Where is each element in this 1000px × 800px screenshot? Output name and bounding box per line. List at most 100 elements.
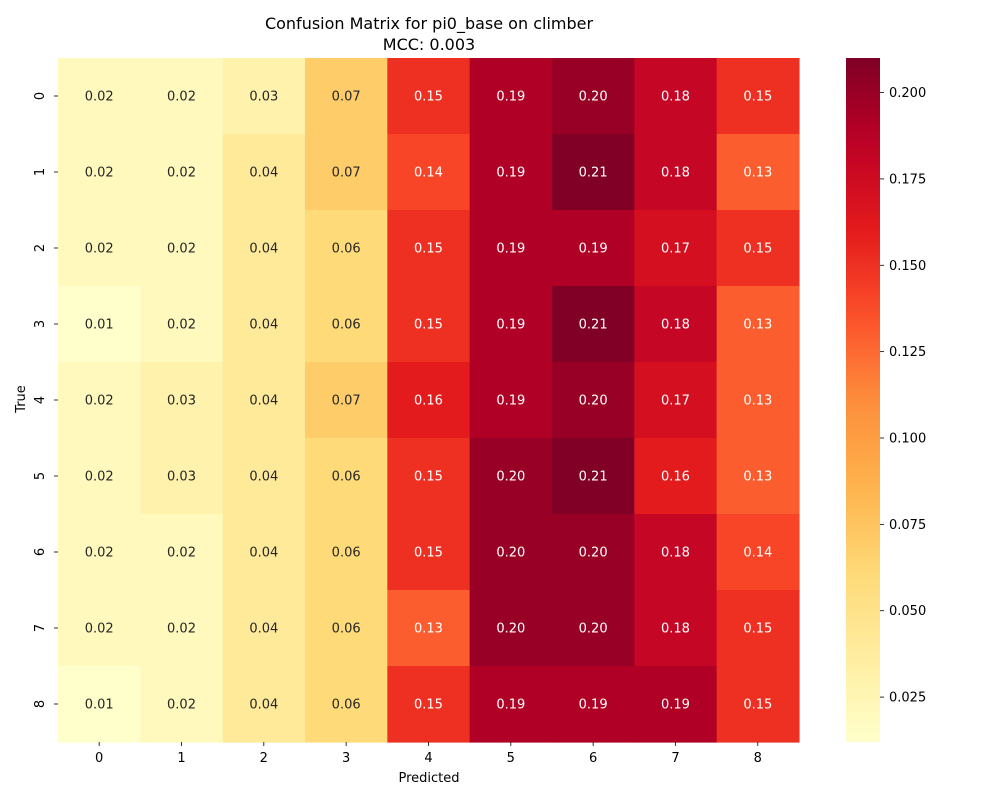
y-tick-label: 4 [33, 396, 48, 404]
heatmap-cell [716, 438, 800, 515]
cell-value-label: 0.15 [743, 698, 772, 713]
heatmap-cell [551, 362, 635, 439]
colorbar-tick-label: 0.050 [889, 604, 926, 619]
cell-value-label: 0.18 [661, 90, 690, 105]
heatmap-cell [222, 286, 306, 363]
cell-value-label: 0.07 [332, 90, 361, 105]
cell-value-label: 0.06 [332, 470, 361, 485]
heatmap-cell [222, 58, 306, 135]
y-tick-label: 2 [33, 244, 48, 252]
heatmap-cell [222, 362, 306, 439]
cell-value-label: 0.21 [579, 318, 608, 333]
cell-value-label: 0.06 [332, 622, 361, 637]
cell-value-label: 0.18 [661, 318, 690, 333]
heatmap-cell [304, 514, 388, 591]
heatmap-cell [551, 590, 635, 667]
cell-value-label: 0.17 [661, 394, 690, 409]
cell-value-label: 0.07 [332, 166, 361, 181]
cell-value-label: 0.02 [85, 166, 114, 181]
x-axis-ticks: 0 1 2 3 4 5 6 7 8 [95, 742, 762, 766]
x-tick-label: 8 [754, 751, 762, 766]
cell-value-label: 0.02 [85, 394, 114, 409]
heatmap-cell [469, 514, 553, 591]
cell-value-label: 0.19 [496, 318, 525, 333]
heatmap-cell [469, 286, 553, 363]
heatmap-cell [551, 438, 635, 515]
cell-value-label: 0.19 [579, 242, 608, 257]
heatmap-cell [387, 210, 471, 287]
cell-value-label: 0.17 [661, 242, 690, 257]
cell-value-label: 0.06 [332, 318, 361, 333]
cell-value-label: 0.07 [332, 394, 361, 409]
y-axis-ticks: 0 1 2 3 4 5 6 7 8 [33, 92, 58, 708]
x-tick-label: 0 [95, 751, 103, 766]
heatmap-cell [140, 362, 224, 439]
cell-value-label: 0.14 [414, 166, 443, 181]
cell-value-label: 0.15 [414, 470, 443, 485]
cell-value-label: 0.02 [167, 90, 196, 105]
cell-value-label: 0.01 [85, 698, 114, 713]
cell-value-label: 0.20 [496, 470, 525, 485]
heatmap-cell [222, 666, 306, 743]
cell-value-label: 0.02 [85, 470, 114, 485]
heatmap-cell [58, 58, 141, 135]
cell-value-label: 0.15 [414, 242, 443, 257]
cell-value-label: 0.13 [743, 318, 772, 333]
heatmap-cell [551, 210, 635, 287]
heatmap-cell [634, 58, 718, 135]
colorbar-tick-label: 0.100 [889, 432, 926, 447]
heatmap-cell [140, 514, 224, 591]
heatmap-cell [58, 362, 141, 439]
cell-value-label: 0.16 [414, 394, 443, 409]
heatmap-cell [551, 58, 635, 135]
cell-value-label: 0.15 [414, 318, 443, 333]
heatmap-cell [304, 210, 388, 287]
heatmap-cell [58, 210, 141, 287]
heatmap-cell [469, 210, 553, 287]
cell-value-label: 0.13 [743, 166, 772, 181]
y-tick-label: 1 [33, 168, 48, 176]
cell-value-label: 0.15 [743, 242, 772, 257]
cell-value-label: 0.15 [414, 546, 443, 561]
heatmap-cell [469, 666, 553, 743]
cell-value-label: 0.19 [496, 242, 525, 257]
cell-value-label: 0.02 [167, 318, 196, 333]
chart-title: Confusion Matrix for pi0_base on climber [265, 14, 594, 34]
heatmap-cell [469, 134, 553, 211]
cell-value-label: 0.15 [743, 622, 772, 637]
heatmap-cell [58, 134, 141, 211]
heatmap-cell [140, 590, 224, 667]
y-tick-label: 7 [33, 624, 48, 632]
heatmap-cell [634, 666, 718, 743]
heatmap-cell [58, 666, 141, 743]
heatmap-cell [469, 438, 553, 515]
cell-value-label: 0.01 [85, 318, 114, 333]
heatmap-cell [551, 514, 635, 591]
colorbar-tick-label: 0.075 [889, 518, 926, 533]
cell-value-label: 0.13 [743, 470, 772, 485]
cell-value-label: 0.21 [579, 166, 608, 181]
cell-value-label: 0.19 [496, 90, 525, 105]
colorbar-tick-label: 0.025 [889, 691, 926, 706]
cell-value-label: 0.19 [579, 698, 608, 713]
cell-value-label: 0.04 [249, 622, 278, 637]
heatmap-cell [387, 514, 471, 591]
heatmap-cells: 0.02 0.02 0.03 0.07 0.15 0.19 0.20 0.18 0.15 0.02… [58, 58, 800, 743]
y-tick-label: 5 [33, 472, 48, 480]
cell-value-label: 0.04 [249, 698, 278, 713]
heatmap-cell [634, 590, 718, 667]
cell-value-label: 0.18 [661, 166, 690, 181]
x-axis-label: Predicted [398, 771, 459, 786]
x-tick-label: 2 [260, 751, 268, 766]
heatmap-cell [304, 134, 388, 211]
heatmap-cell [222, 134, 306, 211]
heatmap-cell [304, 286, 388, 363]
cell-value-label: 0.19 [496, 394, 525, 409]
cell-value-label: 0.20 [579, 622, 608, 637]
cell-value-label: 0.19 [496, 698, 525, 713]
x-tick-label: 5 [507, 751, 515, 766]
cell-value-label: 0.02 [85, 242, 114, 257]
heatmap-cell [551, 666, 635, 743]
cell-value-label: 0.04 [249, 166, 278, 181]
y-tick-label: 6 [33, 548, 48, 556]
